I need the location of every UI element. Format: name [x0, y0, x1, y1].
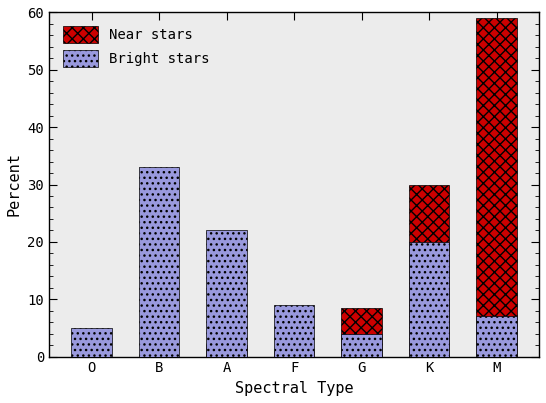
Bar — [206, 231, 247, 357]
Bar — [409, 185, 449, 357]
Bar — [274, 351, 314, 357]
Bar — [476, 316, 517, 357]
X-axis label: Spectral Type: Spectral Type — [235, 381, 353, 396]
Legend: Near stars, Bright stars: Near stars, Bright stars — [56, 19, 216, 74]
Bar — [274, 305, 314, 357]
Bar — [409, 242, 449, 357]
Bar — [206, 345, 247, 357]
Y-axis label: Percent: Percent — [7, 153, 22, 216]
Bar — [72, 328, 112, 357]
Bar — [341, 308, 382, 357]
Bar — [476, 18, 517, 357]
Bar — [139, 167, 179, 357]
Bar — [341, 334, 382, 357]
